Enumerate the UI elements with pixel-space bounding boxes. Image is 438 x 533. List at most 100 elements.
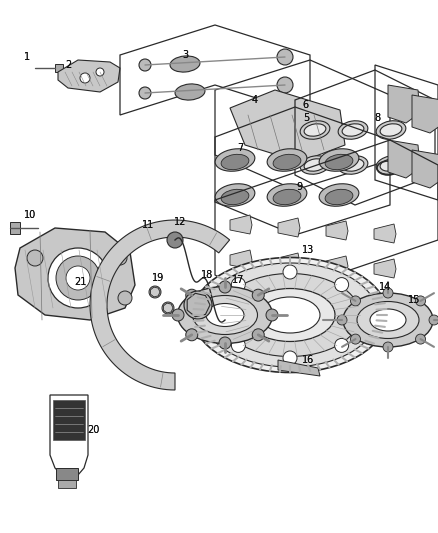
Ellipse shape [325, 155, 353, 169]
Circle shape [162, 302, 174, 314]
Ellipse shape [177, 287, 272, 343]
Text: 20: 20 [87, 425, 99, 435]
Circle shape [335, 278, 349, 292]
Text: 10: 10 [24, 210, 36, 220]
Ellipse shape [273, 155, 301, 169]
Circle shape [252, 289, 264, 301]
Text: 14: 14 [379, 282, 391, 292]
Text: 5: 5 [303, 113, 309, 123]
Circle shape [283, 265, 297, 279]
Polygon shape [163, 303, 173, 313]
Ellipse shape [319, 184, 359, 206]
Text: 8: 8 [374, 113, 380, 123]
Circle shape [27, 250, 43, 266]
Ellipse shape [300, 121, 330, 139]
Text: 8: 8 [374, 113, 380, 123]
Circle shape [186, 329, 198, 341]
Ellipse shape [192, 295, 258, 335]
Ellipse shape [221, 189, 249, 205]
Circle shape [48, 248, 108, 308]
Polygon shape [187, 293, 210, 317]
Ellipse shape [319, 149, 359, 171]
Text: 17: 17 [232, 275, 244, 285]
Ellipse shape [325, 189, 353, 205]
Text: 9: 9 [296, 182, 302, 192]
Circle shape [210, 308, 224, 322]
Text: 7: 7 [237, 143, 243, 153]
Polygon shape [230, 215, 252, 234]
Circle shape [149, 286, 161, 298]
Text: 3: 3 [182, 50, 188, 60]
Bar [55, 64, 63, 72]
Ellipse shape [380, 124, 402, 136]
Ellipse shape [357, 302, 419, 338]
Ellipse shape [380, 159, 402, 171]
Polygon shape [58, 60, 120, 92]
Circle shape [113, 251, 127, 265]
Text: 21: 21 [74, 277, 86, 287]
Text: 13: 13 [302, 245, 314, 255]
Circle shape [218, 313, 232, 327]
Polygon shape [374, 259, 396, 278]
Ellipse shape [245, 288, 335, 342]
Ellipse shape [300, 156, 330, 174]
Polygon shape [90, 220, 230, 390]
Circle shape [350, 334, 360, 344]
Text: 18: 18 [201, 270, 213, 280]
Ellipse shape [267, 149, 307, 171]
Ellipse shape [343, 293, 433, 347]
Text: 11: 11 [142, 220, 154, 230]
Circle shape [335, 338, 349, 352]
Ellipse shape [304, 159, 326, 171]
Ellipse shape [376, 121, 406, 139]
Text: 19: 19 [152, 273, 164, 283]
Polygon shape [278, 253, 300, 272]
Text: 11: 11 [142, 220, 154, 230]
Polygon shape [388, 85, 420, 123]
Circle shape [283, 351, 297, 365]
Circle shape [167, 232, 183, 248]
Text: 4: 4 [252, 95, 258, 105]
Circle shape [96, 68, 104, 76]
Ellipse shape [338, 156, 368, 174]
Text: 9: 9 [296, 182, 302, 192]
Text: 18: 18 [201, 270, 213, 280]
Circle shape [356, 308, 370, 322]
Ellipse shape [175, 84, 205, 100]
Circle shape [118, 291, 132, 305]
Bar [53, 400, 85, 440]
Polygon shape [374, 224, 396, 243]
Text: 19: 19 [152, 273, 164, 283]
Bar [10, 222, 20, 234]
Text: 17: 17 [232, 275, 244, 285]
Ellipse shape [192, 257, 388, 373]
Circle shape [429, 315, 438, 325]
Polygon shape [326, 256, 348, 275]
Text: 13: 13 [302, 245, 314, 255]
Ellipse shape [170, 56, 200, 72]
Text: 1: 1 [24, 52, 30, 62]
Circle shape [139, 59, 151, 71]
Circle shape [186, 289, 198, 301]
Polygon shape [326, 221, 348, 240]
Polygon shape [412, 150, 438, 188]
Polygon shape [15, 228, 135, 320]
Circle shape [190, 297, 206, 313]
Ellipse shape [370, 309, 406, 331]
Circle shape [337, 315, 347, 325]
Circle shape [350, 296, 360, 306]
Polygon shape [278, 218, 300, 237]
Ellipse shape [376, 156, 406, 174]
Ellipse shape [342, 124, 364, 136]
Polygon shape [151, 287, 160, 297]
Circle shape [184, 291, 212, 319]
Polygon shape [278, 360, 320, 376]
Polygon shape [412, 95, 438, 133]
Ellipse shape [338, 121, 368, 139]
Text: 15: 15 [408, 295, 420, 305]
Text: 1: 1 [24, 52, 30, 62]
Text: 6: 6 [302, 100, 308, 110]
Circle shape [219, 337, 231, 349]
Text: 16: 16 [302, 355, 314, 365]
Text: 5: 5 [303, 113, 309, 123]
